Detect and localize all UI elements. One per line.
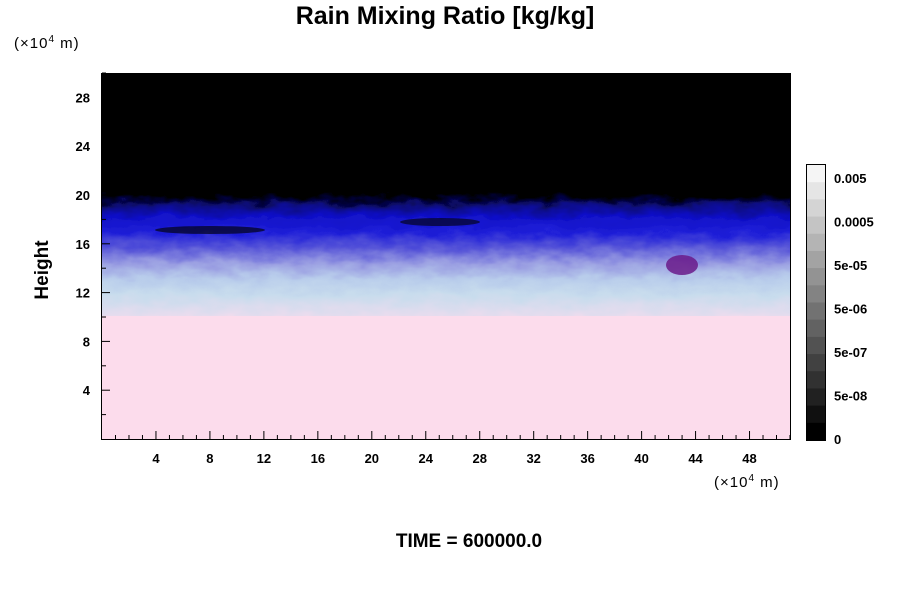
x-tick-label: 36 bbox=[580, 451, 594, 466]
x-tick-label: 12 bbox=[257, 451, 271, 466]
y-tick-label: 24 bbox=[76, 139, 91, 154]
colorbar-swatch bbox=[807, 319, 825, 338]
x-tick-label: 48 bbox=[742, 451, 756, 466]
colorbar-label: 0.0005 bbox=[834, 215, 874, 230]
colorbar-label: 5e-08 bbox=[834, 389, 867, 404]
colorbar-swatch bbox=[807, 354, 825, 372]
y-axis: 4 8 12 16 20 24 28 bbox=[76, 72, 110, 416]
y-tick-label: 20 bbox=[76, 188, 90, 203]
y-tick-label: 4 bbox=[83, 383, 91, 398]
maximum-region bbox=[666, 255, 698, 275]
x-axis-unit: (×104 m) bbox=[714, 473, 780, 491]
colorbar-swatch bbox=[807, 165, 825, 183]
colorbar-swatch bbox=[807, 250, 825, 269]
field-area bbox=[102, 73, 790, 439]
x-axis: 4 8 12 16 20 24 28 32 36 40 44 48 bbox=[114, 431, 791, 466]
dry-pocket-2 bbox=[400, 218, 480, 226]
colorbar-swatch bbox=[807, 268, 825, 286]
colorbar: 0.005 0.0005 5e-05 5e-06 5e-07 5e-08 0 bbox=[806, 164, 874, 447]
x-tick-label: 28 bbox=[472, 451, 486, 466]
colorbar-label: 0 bbox=[834, 432, 841, 447]
colorbar-swatch bbox=[807, 371, 825, 389]
colorbar-swatch bbox=[807, 422, 825, 441]
time-annotation: TIME = 600000.0 bbox=[395, 531, 543, 552]
x-tick-label: 32 bbox=[526, 451, 540, 466]
dry-pocket-1 bbox=[155, 226, 265, 234]
colorbar-label: 5e-07 bbox=[834, 345, 867, 360]
plot-frame bbox=[101, 73, 791, 440]
y-tick-label: 8 bbox=[83, 334, 90, 349]
x-tick-label: 8 bbox=[206, 451, 213, 466]
colorbar-label: 5e-05 bbox=[834, 258, 867, 273]
x-tick-label: 4 bbox=[152, 451, 160, 466]
x-tick-label: 20 bbox=[365, 451, 379, 466]
colorbar-swatch bbox=[807, 285, 825, 303]
colorbar-swatch bbox=[807, 388, 825, 407]
lower-layer bbox=[102, 316, 790, 439]
colorbar-swatch bbox=[807, 182, 825, 200]
colorbar-swatch bbox=[807, 216, 825, 235]
x-tick-label: 40 bbox=[634, 451, 648, 466]
y-tick-label: 12 bbox=[76, 286, 90, 301]
colorbar-swatch bbox=[807, 336, 825, 355]
x-tick-label: 44 bbox=[688, 451, 703, 466]
x-tick-label: 24 bbox=[419, 451, 434, 466]
colorbar-label: 5e-06 bbox=[834, 302, 867, 317]
y-tick-label: 28 bbox=[76, 90, 90, 105]
colorbar-swatch bbox=[807, 233, 825, 252]
colorbar-frame bbox=[806, 164, 826, 441]
colorbar-swatch bbox=[807, 302, 825, 321]
colorbar-label: 0.005 bbox=[834, 171, 867, 186]
chart-title: Rain Mixing Ratio [kg/kg] bbox=[295, 2, 595, 30]
y-tick-label: 16 bbox=[76, 237, 90, 252]
colorbar-swatch bbox=[807, 199, 825, 218]
y-axis-unit: (×104 m) bbox=[14, 34, 80, 52]
colorbar-swatch bbox=[807, 405, 825, 424]
x-tick-label: 16 bbox=[311, 451, 325, 466]
